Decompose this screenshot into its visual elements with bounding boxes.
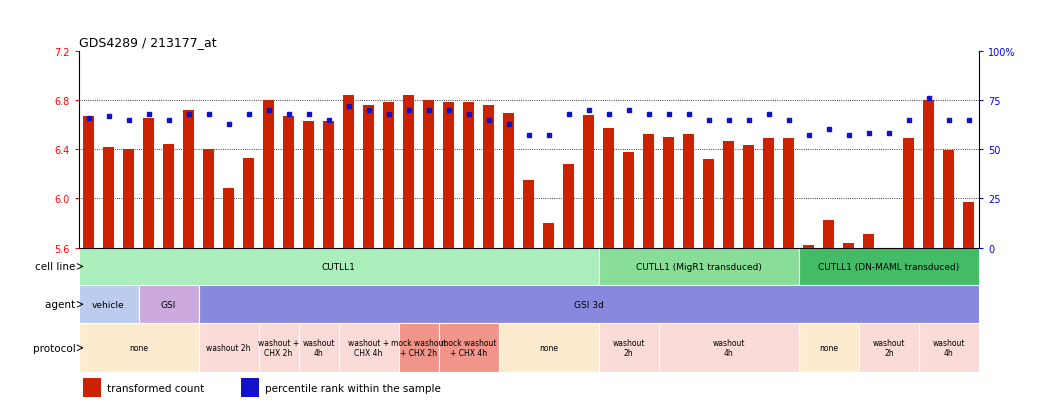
Bar — [343, 96, 354, 248]
Bar — [383, 103, 394, 248]
Bar — [859, 323, 919, 373]
Text: protocol: protocol — [32, 343, 79, 353]
Bar — [763, 139, 775, 248]
Bar — [783, 139, 795, 248]
Text: washout +
CHX 2h: washout + CHX 2h — [258, 338, 299, 358]
Bar — [163, 145, 174, 248]
Bar — [399, 323, 439, 373]
Bar — [599, 323, 659, 373]
Bar — [259, 323, 298, 373]
Text: washout
2h: washout 2h — [612, 338, 645, 358]
Bar — [543, 223, 554, 248]
Text: washout
2h: washout 2h — [872, 338, 906, 358]
Bar — [304, 121, 314, 248]
Bar — [298, 323, 338, 373]
Text: none: none — [539, 344, 558, 352]
Bar — [498, 323, 599, 373]
Bar — [743, 146, 754, 248]
Bar — [324, 121, 334, 248]
Bar — [83, 379, 101, 396]
Bar — [723, 141, 734, 248]
Bar — [864, 235, 874, 248]
Text: GSI: GSI — [161, 300, 176, 309]
Bar — [103, 147, 114, 248]
Text: none: none — [820, 344, 839, 352]
Bar — [524, 180, 534, 248]
Bar — [203, 150, 214, 248]
Bar — [403, 96, 415, 248]
Text: CUTLL1 (MigR1 transduced): CUTLL1 (MigR1 transduced) — [636, 262, 762, 271]
Text: GDS4289 / 213177_at: GDS4289 / 213177_at — [79, 36, 216, 49]
Bar — [704, 159, 714, 248]
Bar — [799, 248, 979, 286]
Bar — [563, 164, 574, 248]
Bar — [799, 323, 859, 373]
Bar — [803, 245, 815, 248]
Text: transformed count: transformed count — [108, 382, 204, 393]
Bar — [338, 323, 399, 373]
Bar — [823, 221, 834, 248]
Bar — [583, 115, 595, 248]
Bar — [283, 116, 294, 248]
Bar — [183, 111, 194, 248]
Text: CUTLL1 (DN-MAML transduced): CUTLL1 (DN-MAML transduced) — [819, 262, 959, 271]
Text: CUTLL1: CUTLL1 — [321, 262, 356, 271]
Bar — [243, 158, 254, 248]
Bar — [904, 139, 914, 248]
Text: washout 2h: washout 2h — [206, 344, 251, 352]
Text: percentile rank within the sample: percentile rank within the sample — [265, 382, 441, 393]
Bar — [223, 189, 235, 248]
Bar — [138, 286, 199, 323]
Bar — [199, 286, 979, 323]
Bar — [124, 150, 134, 248]
Bar — [241, 379, 259, 396]
Bar — [83, 116, 94, 248]
Bar — [79, 286, 138, 323]
Bar — [143, 119, 154, 248]
Text: washout
4h: washout 4h — [713, 338, 745, 358]
Bar — [463, 103, 474, 248]
Bar — [79, 323, 199, 373]
Bar — [684, 135, 694, 248]
Text: washout
4h: washout 4h — [933, 338, 965, 358]
Text: GSI 3d: GSI 3d — [574, 300, 604, 309]
Text: none: none — [129, 344, 148, 352]
Bar — [963, 202, 975, 248]
Text: vehicle: vehicle — [92, 300, 125, 309]
Bar — [664, 138, 674, 248]
Bar — [504, 114, 514, 248]
Bar — [643, 135, 654, 248]
Bar — [263, 101, 274, 248]
Text: mock washout
+ CHX 2h: mock washout + CHX 2h — [391, 338, 446, 358]
Bar — [363, 106, 374, 248]
Bar — [623, 152, 634, 248]
Text: washout
4h: washout 4h — [303, 338, 335, 358]
Text: cell line: cell line — [35, 262, 79, 272]
Bar — [923, 101, 934, 248]
Text: agent: agent — [45, 299, 79, 309]
Bar — [844, 243, 854, 248]
Bar — [439, 323, 498, 373]
Text: mock washout
+ CHX 4h: mock washout + CHX 4h — [441, 338, 496, 358]
Bar — [79, 248, 599, 286]
Bar — [423, 101, 435, 248]
Text: washout +
CHX 4h: washout + CHX 4h — [348, 338, 389, 358]
Bar — [484, 106, 494, 248]
Bar — [659, 323, 799, 373]
Bar — [443, 103, 454, 248]
Bar — [943, 151, 955, 248]
Bar — [599, 248, 799, 286]
Bar — [199, 323, 259, 373]
Bar — [603, 129, 615, 248]
Bar — [919, 323, 979, 373]
